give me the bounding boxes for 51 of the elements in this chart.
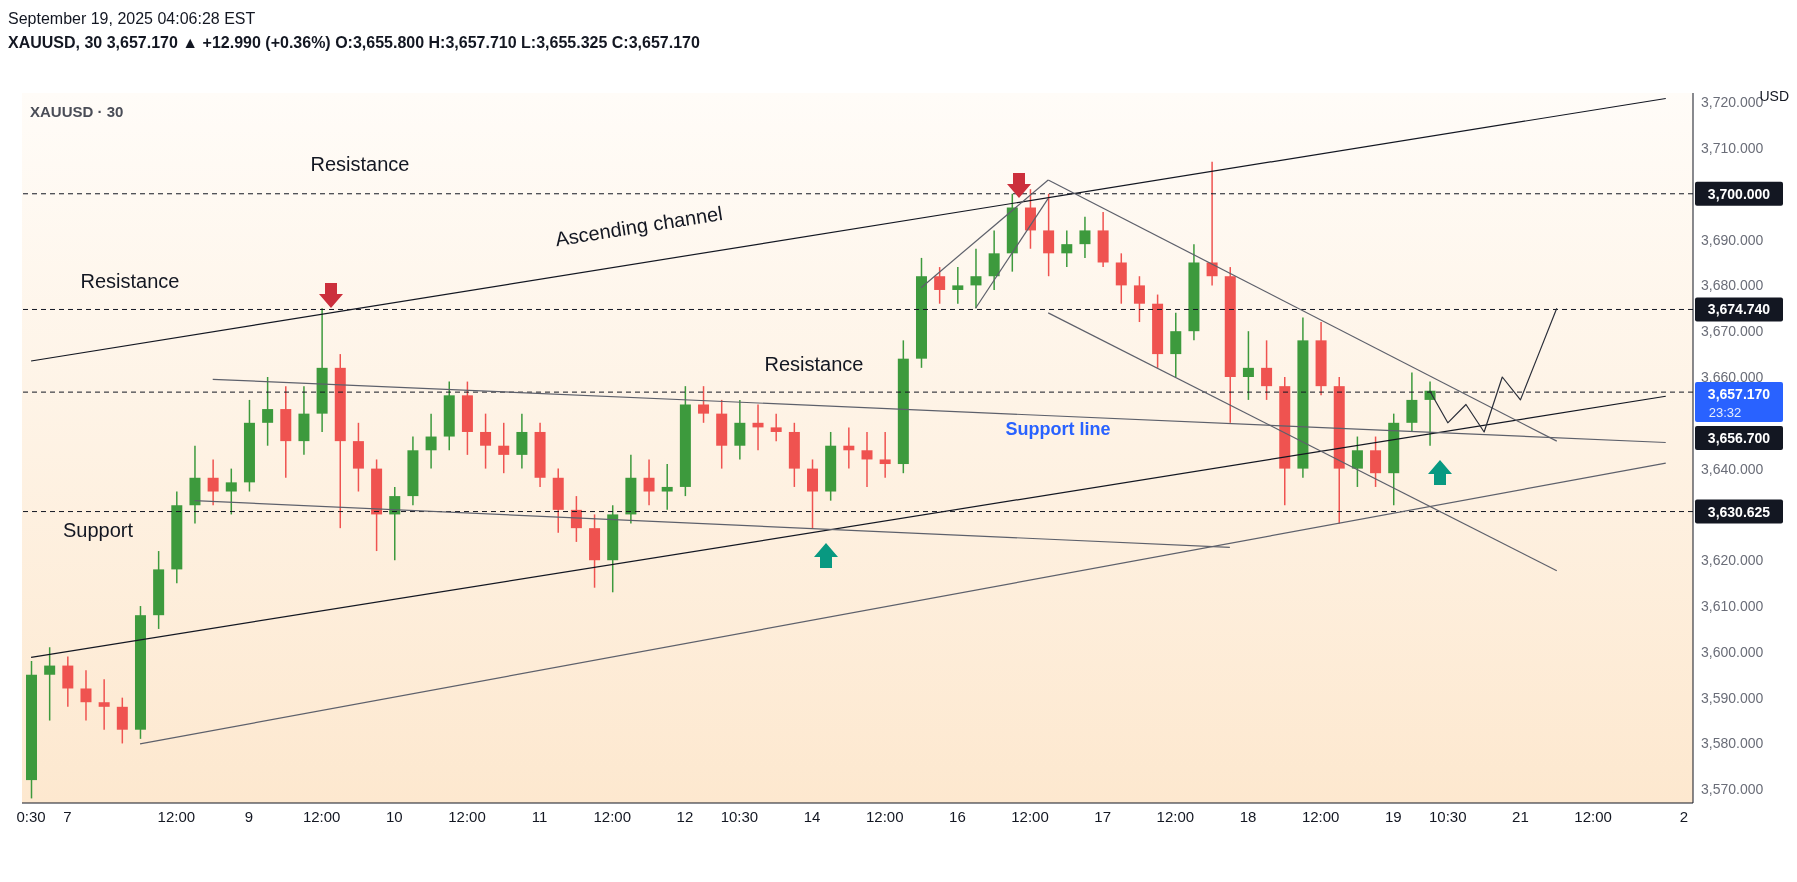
x-tick-label: 21 [1512,807,1529,825]
x-tick-label: 12:00 [1156,807,1195,825]
x-tick-label: 12:00 [593,807,632,825]
x-tick-label: 2 [1679,807,1689,825]
y-tick-label: 3,580.000 [1701,735,1764,752]
text: XAUUSD · 30 [30,103,124,120]
x-tick-label: 12:00 [865,807,904,825]
annotation: Resistance [310,153,410,175]
x-tick-label: 16 [949,807,966,825]
x-tick-label: 10:30 [720,807,759,825]
y-tick-label: 3,600.000 [1701,643,1764,660]
x-tick-label: 10 [386,807,403,825]
x-tick-label: 12:00 [448,807,486,825]
y-tick-label: 3,710.000 [1701,139,1764,156]
annotation: Resistance [80,270,180,292]
ref-line-label: 3,656.700 [1707,430,1771,447]
text: September 19, 2025 04:06:28 EST [8,10,257,29]
ref-line-label: 3,700.000 [1707,185,1771,202]
annotation: Support line [1005,419,1111,439]
x-tick-label: 17 [1094,807,1112,825]
x-tick-label: 12:00 [302,807,341,825]
chart-subtitle: XAUUSD, 30 3,657.170 ▲ +12.990 (+0.36%) O:3,655.800 H:3,657.710 L:3,655.325 C:3,657.170 [8,34,701,52]
annotation: Ascending channel [553,202,725,251]
y-tick-label: 3,620.000 [1701,552,1764,569]
x-tick-label: 7 [63,807,72,825]
y-tick-label: 3,670.000 [1701,323,1764,340]
text: 23:32 [1708,405,1742,420]
y-tick-label: 3,590.000 [1701,689,1764,706]
x-tick-label: 12:00 [1301,807,1340,825]
x-tick-label: 19 [1384,807,1402,825]
x-tick-label: 11 [531,807,548,825]
y-tick-label: 3,690.000 [1701,231,1764,248]
x-tick-label: 12:00 [1574,807,1612,825]
ref-line-label: 3,630.625 [1707,503,1771,520]
x-tick-label: 0:30 [16,807,46,825]
x-tick-label: 10:30 [1429,807,1467,825]
y-tick-label: 3,570.000 [1701,781,1764,798]
x-tick-label: 12 [676,807,694,825]
y-tick-label: 3,610.000 [1701,598,1764,614]
x-tick-label: 12:00 [157,807,196,825]
x-tick-label: 9 [244,807,254,825]
annotation: Resistance [764,353,864,375]
y-tick-label: 3,660.000 [1701,368,1764,385]
x-tick-label: 18 [1239,807,1257,825]
y-tick-label: 3,680.000 [1701,277,1764,294]
x-tick-label: 12:00 [1011,807,1049,825]
x-tick-label: 14 [803,807,821,825]
y-tick-label: 3,640.000 [1701,460,1764,477]
annotation: Support [62,519,134,541]
ref-line-label: 3,674.740 [1707,301,1771,318]
text: 3,657.170 [1707,386,1771,402]
